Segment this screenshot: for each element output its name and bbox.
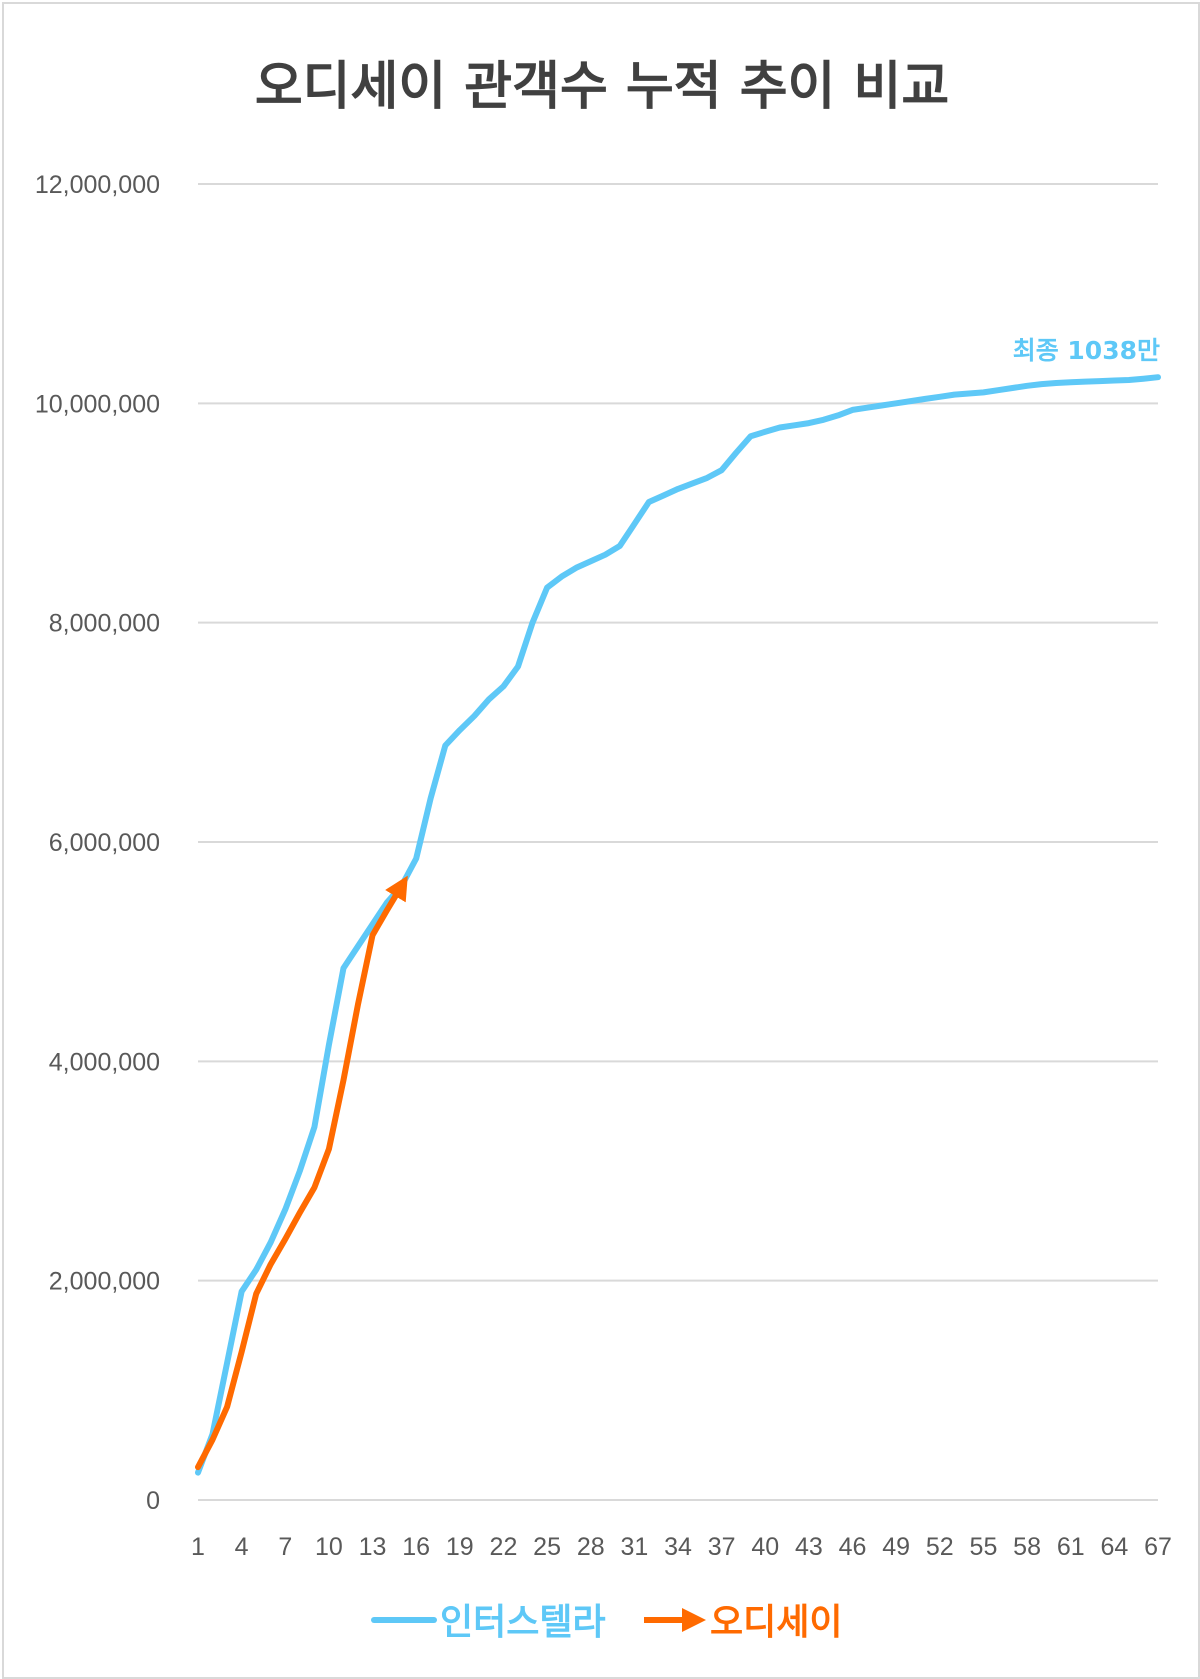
x-tick-label: 58 (1013, 1533, 1041, 1561)
y-tick-label: 10,000,000 (35, 390, 160, 418)
y-tick-label: 8,000,000 (49, 610, 160, 638)
final-value-annotation: 최종 1038만 (1013, 336, 1160, 365)
x-tick-label: 43 (795, 1533, 823, 1561)
x-tick-label: 16 (402, 1533, 430, 1561)
y-tick-label: 12,000,000 (35, 171, 160, 199)
x-tick-label: 10 (315, 1533, 343, 1561)
x-tick-label: 7 (278, 1533, 292, 1561)
gridlines (198, 183, 1158, 1501)
y-tick-label: 6,000,000 (49, 829, 160, 857)
x-tick-label: 40 (751, 1533, 779, 1561)
x-tick-label: 37 (708, 1533, 736, 1561)
y-tick-label: 4,000,000 (49, 1048, 160, 1076)
y-axis-ticks: 0 2,000,000 4,000,000 6,000,000 8,000,000 10,… (35, 171, 160, 1515)
x-tick-label: 31 (620, 1533, 648, 1561)
x-tick-label: 25 (533, 1533, 561, 1561)
x-tick-label: 22 (490, 1533, 518, 1561)
x-tick-label: 64 (1100, 1533, 1128, 1561)
legend: 인터스텔라 오디세이 (371, 1602, 842, 1643)
x-tick-label: 46 (839, 1533, 867, 1561)
x-tick-label: 34 (664, 1533, 692, 1561)
x-tick-label: 4 (235, 1533, 249, 1561)
x-tick-label: 28 (577, 1533, 605, 1561)
x-tick-label: 55 (970, 1533, 998, 1561)
y-tick-label: 0 (146, 1487, 160, 1515)
legend-label: 인터스텔라 (440, 1602, 606, 1643)
x-tick-label: 1 (191, 1533, 205, 1561)
x-tick-label: 67 (1144, 1533, 1172, 1561)
line-chart: 오디세이 관객수 누적 추이 비교 0 2,000,000 4,000,000 6,0… (35, 57, 1172, 1643)
series-line-2 (195, 875, 408, 1471)
x-tick-label: 13 (359, 1533, 387, 1561)
x-tick-label: 52 (926, 1533, 954, 1561)
x-tick-label: 49 (882, 1533, 910, 1561)
x-axis-ticks: 1 4 7 10 13 16 19 22 25 28 31 34 37 40 43 46 49 52 55 58 61 6… (191, 1533, 1172, 1561)
series-lines (195, 374, 1161, 1476)
y-tick-label: 2,000,000 (49, 1268, 160, 1296)
x-tick-label: 19 (446, 1533, 474, 1561)
series-line-1 (195, 374, 1161, 1476)
x-tick-label: 61 (1057, 1533, 1085, 1561)
annotations: 최종 1038만 (1013, 336, 1160, 365)
legend-label: 오디세이 (710, 1602, 842, 1643)
chart-title: 오디세이 관객수 누적 추이 비교 (255, 57, 949, 117)
